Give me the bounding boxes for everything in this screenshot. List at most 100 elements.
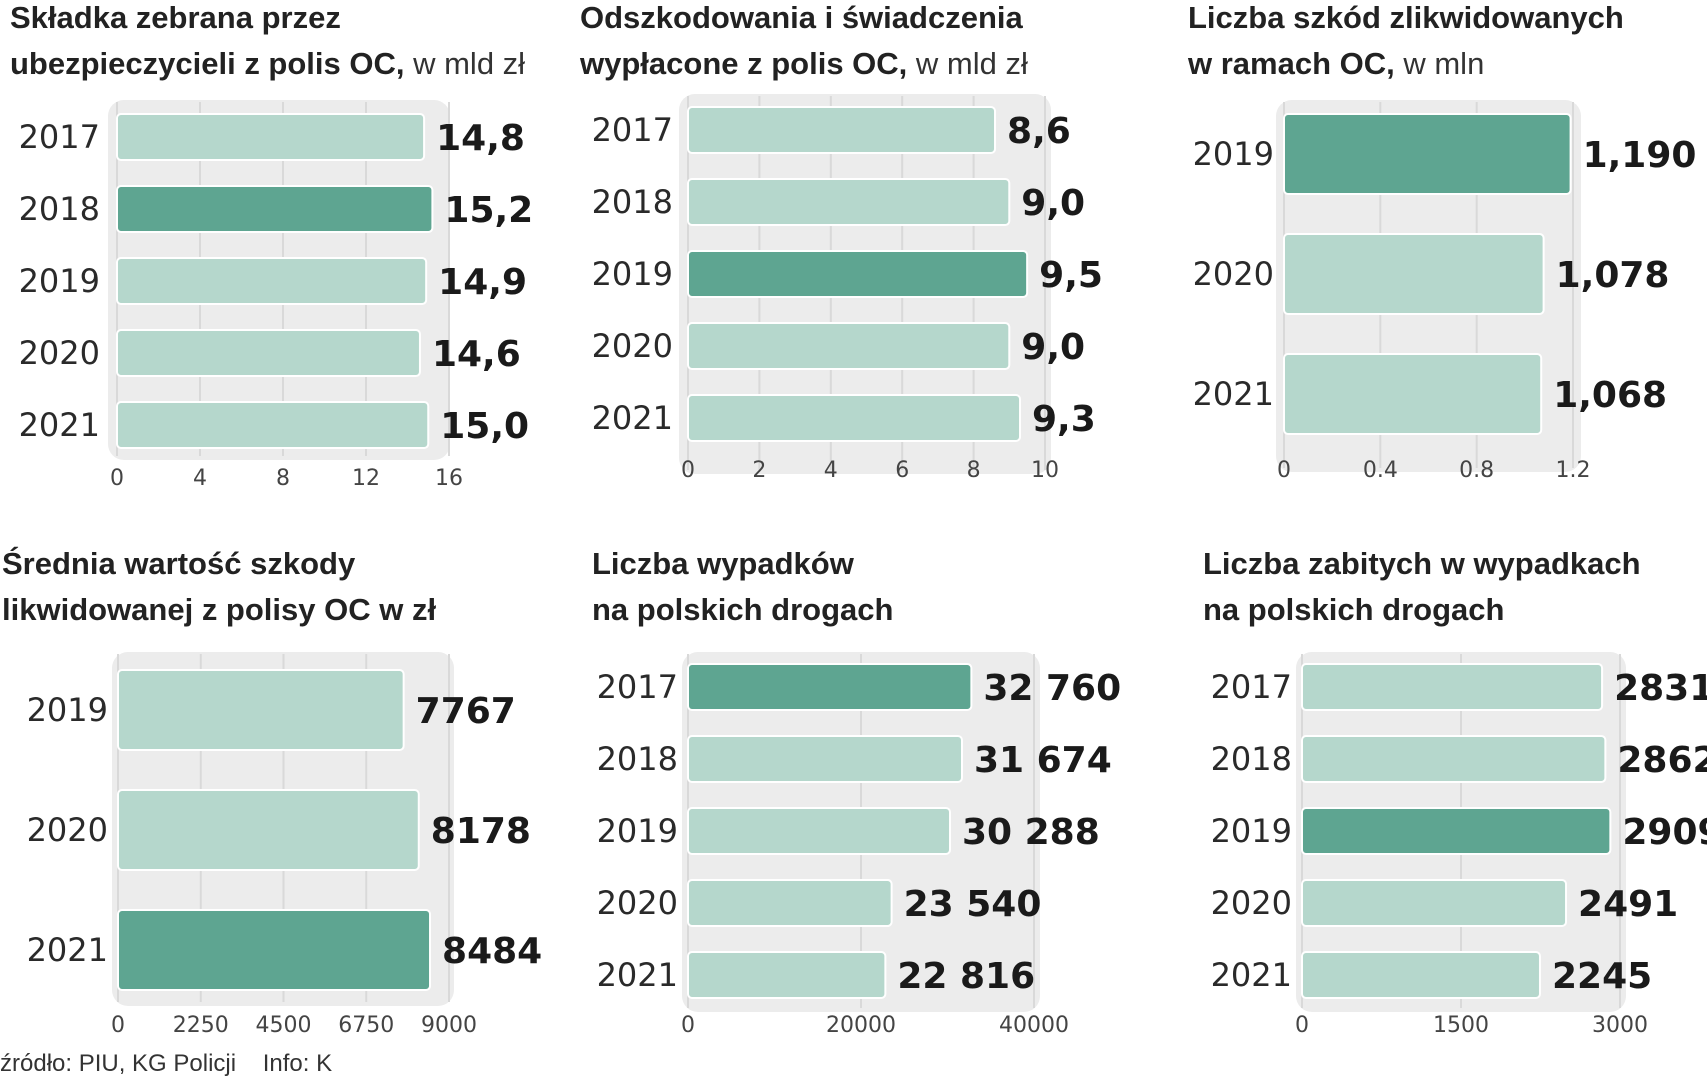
chart-title-line: na polskich drogach	[592, 592, 893, 627]
infographic-charts: Składka zebrana przez ubezpieczycieli z p…	[2, 0, 1707, 1038]
bar-2021	[116, 401, 430, 449]
bar-2021	[117, 909, 432, 991]
chart-panel-6: Liczba zabitych w wypadkach na polskich d…	[1203, 546, 1707, 1038]
category-label: 2017	[1211, 668, 1292, 706]
category-label: 2018	[597, 740, 678, 778]
x-tick-label: 3000	[1592, 1013, 1648, 1038]
category-label: 2017	[19, 118, 100, 156]
chart-title-unit: w mld zł	[405, 46, 526, 81]
bar-2020	[117, 789, 420, 871]
x-tick-label: 9000	[421, 1013, 477, 1038]
bar-2017	[687, 106, 997, 154]
bar-2019	[1283, 113, 1572, 195]
value-label: 9,3	[1032, 399, 1096, 440]
x-tick-label: 4	[193, 466, 207, 491]
value-label: 8484	[442, 931, 542, 972]
value-label: 8178	[431, 811, 531, 852]
chart-title-text: Odszkodowania i świadczenia	[580, 0, 1023, 35]
bar-2021	[687, 951, 887, 999]
x-tick-label: 20000	[826, 1013, 896, 1038]
chart-title-line: Liczba zabitych w wypadkach	[1203, 546, 1641, 581]
x-tick-label: 0	[1277, 458, 1291, 483]
bar-2020	[1283, 233, 1545, 315]
bar-2017	[687, 663, 973, 711]
chart-title-line: likwidowanej z polisy OC w zł	[2, 592, 436, 627]
category-label: 2019	[597, 812, 678, 850]
x-tick-label: 0	[1295, 1013, 1309, 1038]
value-label: 9,5	[1039, 255, 1103, 296]
value-label: 14,6	[432, 334, 521, 375]
chart-title-line: Składka zebrana przez	[10, 0, 341, 35]
source-note: źródło: PIU, KG Policji Info: K	[0, 1050, 333, 1077]
x-tick-label: 2250	[173, 1013, 229, 1038]
bar-2020	[687, 879, 893, 927]
x-tick-label: 0	[110, 466, 124, 491]
category-label: 2018	[19, 190, 100, 228]
bar-2021	[687, 394, 1022, 442]
x-tick-label: 6750	[338, 1013, 394, 1038]
x-tick-label: 4500	[256, 1013, 312, 1038]
chart-title-line: Liczba szkód zlikwidowanych	[1188, 0, 1624, 35]
value-label: 1,068	[1553, 375, 1667, 416]
category-label: 2020	[27, 811, 108, 849]
category-label: 2021	[592, 399, 673, 437]
value-label: 14,8	[436, 118, 525, 159]
value-label: 2831	[1614, 668, 1707, 709]
category-label: 2019	[1193, 135, 1274, 173]
chart-title-text: Liczba szkód zlikwidowanych	[1188, 0, 1624, 35]
bar-2019	[116, 257, 428, 305]
value-label: 7767	[416, 691, 516, 732]
chart-title-line: Średnia wartość szkody	[2, 545, 356, 581]
value-label: 14,9	[438, 262, 527, 303]
x-tick-label: 10	[1031, 458, 1059, 483]
chart-panel-5: Liczba wypadków na polskich drogach 2017 32…	[592, 546, 1121, 1038]
x-tick-label: 0	[681, 458, 695, 483]
x-tick-label: 40000	[999, 1013, 1069, 1038]
x-tick-label: 0.4	[1363, 458, 1398, 483]
bar-2020	[687, 322, 1011, 370]
bar-2019	[1301, 807, 1612, 855]
category-label: 2019	[592, 255, 673, 293]
chart-title-text: ubezpieczycieli z polis OC,	[10, 46, 405, 81]
category-label: 2017	[592, 111, 673, 149]
category-label: 2018	[1211, 740, 1292, 778]
x-tick-label: 1500	[1433, 1013, 1489, 1038]
bar-2018	[687, 735, 963, 783]
x-tick-label: 12	[352, 466, 380, 491]
chart-title-text: wypłacone z polis OC,	[579, 46, 907, 81]
chart-title-line: Odszkodowania i świadczenia	[580, 0, 1023, 35]
value-label: 32 760	[983, 668, 1121, 709]
chart-title-text: Liczba wypadków	[592, 546, 855, 581]
chart-title-text: likwidowanej z polisy OC w zł	[2, 592, 436, 627]
value-label: 2245	[1552, 956, 1652, 997]
bar-2020	[1301, 879, 1568, 927]
value-label: 2909	[1622, 812, 1707, 853]
value-label: 15,0	[440, 406, 529, 447]
chart-title-text: na polskich drogach	[592, 592, 893, 627]
value-label: 23 540	[904, 884, 1042, 925]
chart-panel-4: Średnia wartość szkody likwidowanej z pol…	[2, 545, 542, 1038]
bar-2021	[1301, 951, 1541, 999]
chart-title-text: na polskich drogach	[1203, 592, 1504, 627]
x-tick-label: 8	[967, 458, 981, 483]
chart-title-unit: w mld zł	[907, 46, 1028, 81]
value-label: 2491	[1578, 884, 1678, 925]
category-label: 2020	[592, 327, 673, 365]
bar-2019	[117, 669, 405, 751]
chart-title-line: wypłacone z polis OC, w mld zł	[579, 46, 1028, 81]
category-label: 2021	[1211, 956, 1292, 994]
value-label: 1,078	[1556, 255, 1670, 296]
chart-title-text: Liczba zabitych w wypadkach	[1203, 546, 1641, 581]
chart-title-line: Liczba wypadków	[592, 546, 855, 581]
chart-title-line: ubezpieczycieli z polis OC, w mld zł	[10, 46, 525, 81]
category-label: 2020	[597, 884, 678, 922]
category-label: 2021	[27, 931, 108, 969]
value-label: 9,0	[1021, 327, 1085, 368]
bar-2019	[687, 807, 951, 855]
bar-2018	[116, 185, 434, 233]
value-label: 15,2	[444, 190, 533, 231]
chart-title-unit: w mln	[1395, 46, 1485, 81]
category-label: 2019	[27, 691, 108, 729]
chart-title-line: na polskich drogach	[1203, 592, 1504, 627]
chart-panel-3: Liczba szkód zlikwidowanych w ramach OC, …	[1187, 0, 1696, 483]
